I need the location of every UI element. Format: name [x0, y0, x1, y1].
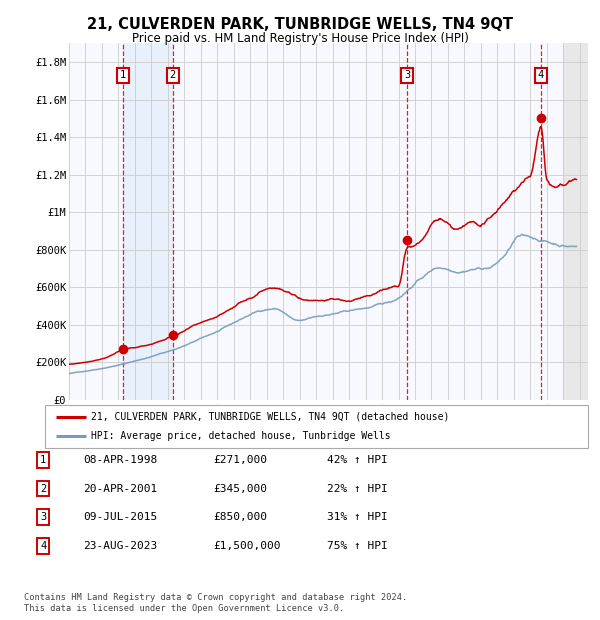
- Bar: [123, 43, 173, 400]
- Text: 3: 3: [404, 70, 410, 81]
- Text: 09-JUL-2015: 09-JUL-2015: [83, 512, 157, 522]
- Text: 2: 2: [170, 70, 176, 81]
- Text: £850,000: £850,000: [213, 512, 267, 522]
- Text: £345,000: £345,000: [213, 484, 267, 494]
- Text: 4: 4: [40, 541, 46, 551]
- Text: 21, CULVERDEN PARK, TUNBRIDGE WELLS, TN4 9QT (detached house): 21, CULVERDEN PARK, TUNBRIDGE WELLS, TN4…: [91, 412, 449, 422]
- Text: 2: 2: [40, 484, 46, 494]
- Text: 1: 1: [120, 70, 126, 81]
- Text: 23-AUG-2023: 23-AUG-2023: [83, 541, 157, 551]
- Text: 1: 1: [40, 455, 46, 465]
- Text: 31% ↑ HPI: 31% ↑ HPI: [327, 512, 388, 522]
- Text: 21, CULVERDEN PARK, TUNBRIDGE WELLS, TN4 9QT: 21, CULVERDEN PARK, TUNBRIDGE WELLS, TN4…: [87, 17, 513, 32]
- Text: 4: 4: [538, 70, 544, 81]
- Text: 20-APR-2001: 20-APR-2001: [83, 484, 157, 494]
- Text: 08-APR-1998: 08-APR-1998: [83, 455, 157, 465]
- Text: £271,000: £271,000: [213, 455, 267, 465]
- FancyBboxPatch shape: [45, 405, 588, 448]
- Text: Price paid vs. HM Land Registry's House Price Index (HPI): Price paid vs. HM Land Registry's House …: [131, 32, 469, 45]
- Text: HPI: Average price, detached house, Tunbridge Wells: HPI: Average price, detached house, Tunb…: [91, 432, 391, 441]
- Bar: [563, 43, 588, 400]
- Text: £1,500,000: £1,500,000: [213, 541, 281, 551]
- Text: 3: 3: [40, 512, 46, 522]
- Text: 42% ↑ HPI: 42% ↑ HPI: [327, 455, 388, 465]
- Text: 22% ↑ HPI: 22% ↑ HPI: [327, 484, 388, 494]
- Text: 75% ↑ HPI: 75% ↑ HPI: [327, 541, 388, 551]
- Text: Contains HM Land Registry data © Crown copyright and database right 2024.
This d: Contains HM Land Registry data © Crown c…: [24, 593, 407, 613]
